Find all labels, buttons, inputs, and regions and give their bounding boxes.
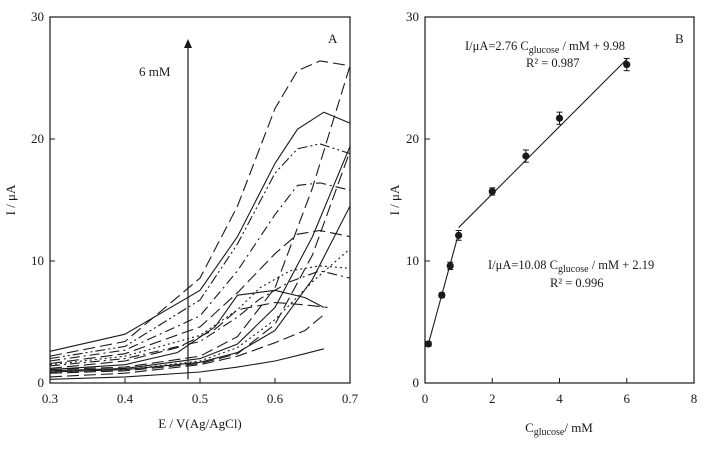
data-point [488, 187, 496, 196]
panel-a: 0.3 0.4 0.5 0.6 0.7 0 10 20 30 6 mM A E / V(Ag/A… [3, 9, 359, 431]
panel-a-frame [49, 16, 351, 384]
cv-sweep-dotted [49, 248, 351, 373]
cv-curve-01 [49, 111, 351, 352]
cv-curves [49, 60, 351, 380]
panel-a-xlabel: E / V(Ag/AgCl) [158, 416, 242, 431]
data-point [446, 262, 454, 270]
panel-a-ticks: 0.3 0.4 0.5 0.6 0.7 0 10 20 30 [31, 9, 359, 406]
panel-a-label: A [328, 31, 338, 46]
cv-sweep-dash-2 [49, 65, 351, 371]
cv-curve-06 [49, 265, 351, 366]
x-tick-label: 8 [691, 391, 698, 406]
y-tick-label: 30 [31, 9, 44, 24]
y-tick-label: 0 [38, 375, 45, 390]
y-tick-label: 20 [406, 131, 419, 146]
cv-curve-03 [49, 143, 351, 360]
data-point [438, 291, 446, 299]
x-tick-label: 0.5 [192, 391, 208, 406]
cv-curve-04 [49, 182, 351, 362]
x-tick-label: 2 [489, 391, 496, 406]
x-tick-label: 4 [556, 391, 563, 406]
fit-lines [427, 58, 628, 345]
arrow-head [184, 38, 192, 48]
cv-curve-02 [49, 60, 351, 357]
fit-low-equation: I/μA=10.08 Cglucose / mM + 2.19 [488, 258, 654, 275]
fit-high-r2: R² = 0.987 [526, 56, 580, 70]
x-tick-label: 0.3 [42, 391, 58, 406]
panel-b-ticks: 0 2 4 6 8 0 10 20 30 [406, 9, 697, 406]
fit-low-r2: R² = 0.996 [550, 276, 604, 290]
cv-curve-05 [49, 229, 351, 365]
cv-curve-07 [49, 270, 351, 367]
panel-b-label: B [675, 31, 684, 46]
data-point [623, 60, 631, 69]
x-tick-label: 6 [624, 391, 631, 406]
fit-high-equation: I/μA=2.76 Cglucose / mM + 9.98 [465, 39, 625, 56]
data-point [424, 340, 432, 348]
cv-curve-11 [49, 348, 324, 380]
fit-line-high-range [458, 58, 628, 228]
panel-b-xlabel: Cglucose/ mM [525, 420, 593, 438]
cv-sweep-solid-2 [49, 146, 351, 372]
y-tick-label: 10 [406, 253, 419, 268]
concentration-arrow [184, 38, 192, 380]
data-point [455, 231, 463, 239]
y-tick-label: 0 [413, 375, 420, 390]
y-tick-label: 20 [31, 131, 44, 146]
panel-b-ylabel: I / μA [387, 184, 402, 215]
x-tick-label: 0.7 [342, 391, 359, 406]
panel-a-ylabel: I / μA [3, 184, 18, 215]
data-points [424, 57, 631, 348]
fit-line-low-range [427, 233, 460, 345]
y-tick-label: 30 [406, 9, 419, 24]
panel-b-frame [424, 16, 695, 384]
x-tick-label: 0 [422, 391, 429, 406]
data-point [522, 152, 530, 160]
arrow-label: 6 mM [139, 64, 171, 79]
panel-b: 0 2 4 6 8 0 10 20 30 B I/μA=2.76 Cglucose / mM +… [387, 9, 697, 438]
cv-curve-08 [49, 301, 328, 369]
y-tick-label: 10 [31, 253, 44, 268]
cv-sweep-dash-1 [49, 151, 351, 374]
cv-curve-10 [49, 314, 325, 378]
x-tick-label: 0.4 [117, 391, 134, 406]
data-point [555, 114, 564, 122]
x-tick-label: 0.6 [267, 391, 284, 406]
